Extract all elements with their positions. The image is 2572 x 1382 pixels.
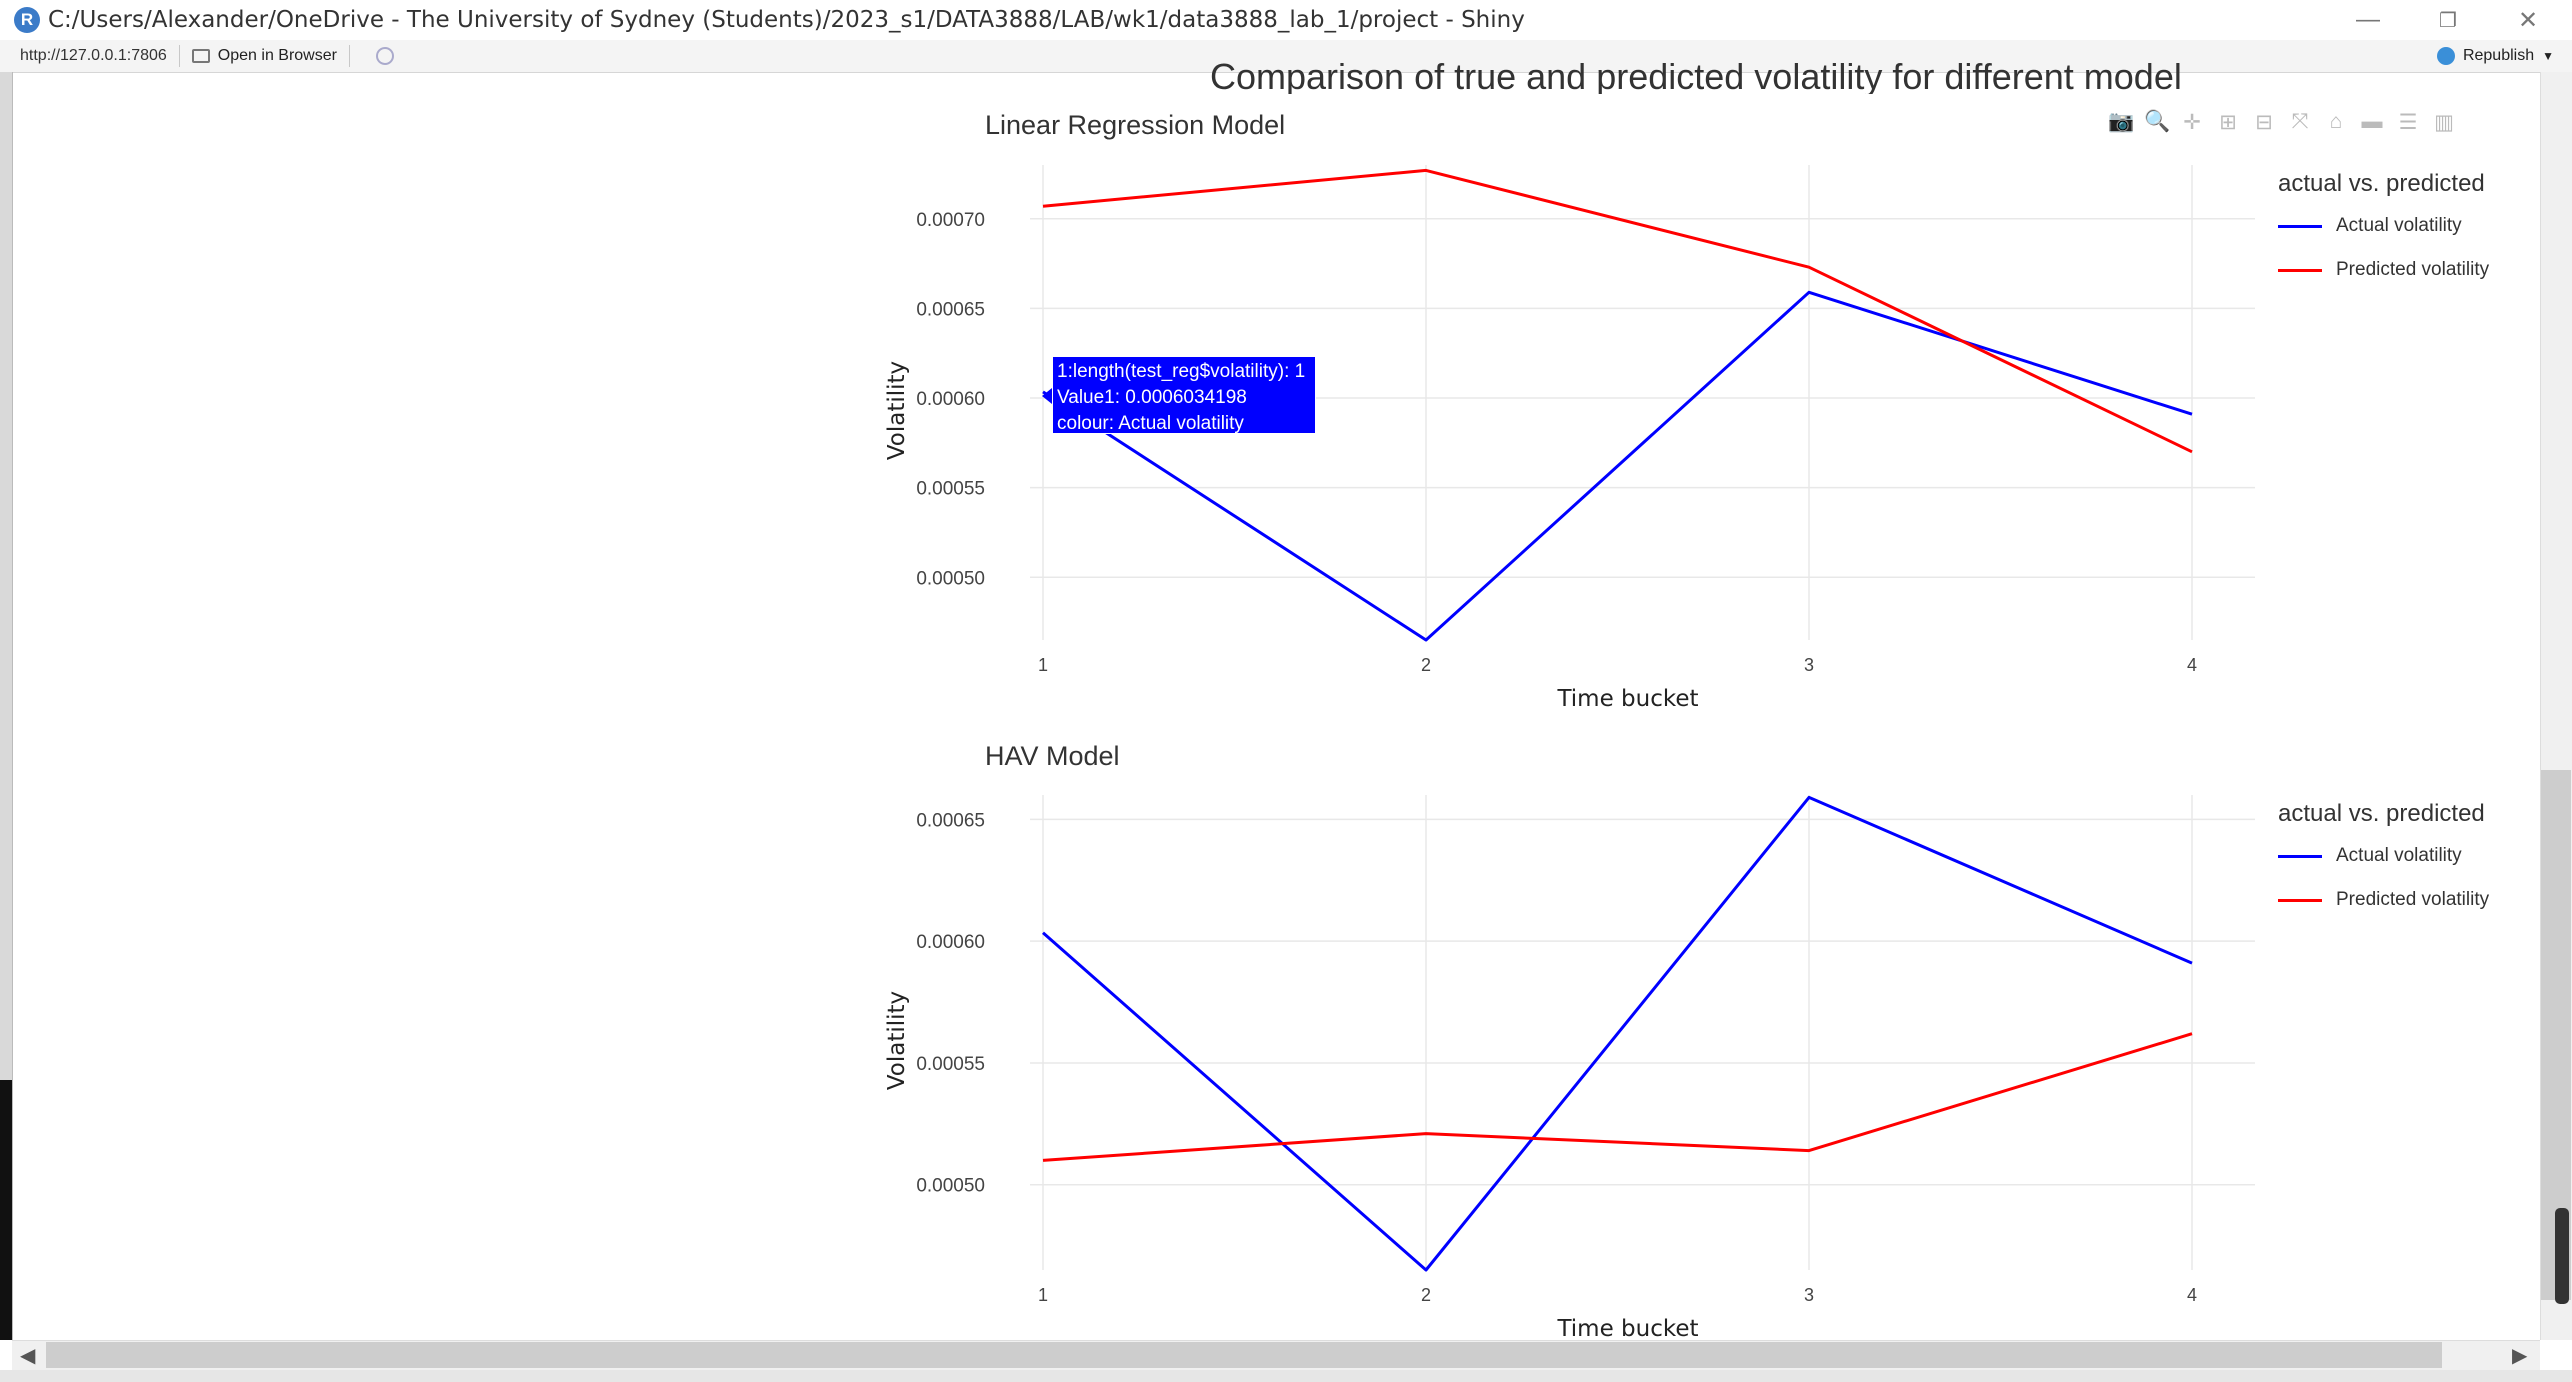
open-in-browser-label: Open in Browser — [217, 47, 337, 64]
horizontal-scrollbar-thumb[interactable] — [46, 1342, 2442, 1368]
url-text[interactable]: http://127.0.0.1:7806 — [20, 47, 167, 64]
address-bar: http://127.0.0.1:7806 Open in Browser Re… — [0, 40, 2572, 73]
minimize-button[interactable]: — — [2356, 6, 2380, 33]
r-app-icon: R — [14, 7, 40, 33]
left-panel-dark — [0, 1080, 12, 1340]
legend-title: actual vs. predicted — [2278, 170, 2485, 197]
separator — [178, 45, 180, 67]
charts-canvas[interactable]: 0.00050 0.00055 0.00060 0.00065 0.00070 1 2 3 4 T… — [0, 0, 2540, 1340]
y-tick-label: 0.00060 — [916, 932, 985, 953]
legend-label: Actual volatility — [2336, 845, 2462, 866]
y-tick-label: 0.00050 — [916, 1176, 985, 1197]
restore-button[interactable]: ❐ — [2439, 9, 2457, 32]
compare-data-icon[interactable]: ☰ — [2398, 111, 2418, 134]
camera-icon[interactable]: 📷 — [2108, 110, 2135, 133]
republish-label: Republish — [2462, 47, 2535, 64]
tooltip-arrow — [1042, 388, 1052, 404]
window-titlebar: R C:/Users/Alexander/OneDrive - The Univ… — [0, 0, 2572, 40]
left-panel-edge — [0, 72, 13, 1340]
x-tick-label: 2 — [1421, 1285, 1431, 1305]
legend-label: Predicted volatility — [2336, 259, 2490, 280]
x-axis-label: Time bucket — [1556, 686, 1698, 712]
chevron-down-icon[interactable]: ▼ — [2542, 49, 2554, 63]
legend-item-predicted[interactable]: Predicted volatility — [2278, 248, 2489, 292]
legend-swatch-predicted — [2278, 268, 2322, 272]
legend-item-actual[interactable]: Actual volatility — [2278, 834, 2489, 878]
tooltip-line: colour: Actual volatility — [1057, 413, 1244, 434]
chart1-title: Linear Regression Model — [985, 110, 1286, 140]
legend-title: actual vs. predicted — [2278, 800, 2485, 827]
y-tick-label: 0.00065 — [916, 810, 985, 831]
y-tick-label: 0.00070 — [916, 210, 985, 231]
zoom-icon[interactable]: 🔍 — [2144, 110, 2171, 133]
x-tick-label: 3 — [1804, 655, 1814, 675]
x-tick-label: 1 — [1038, 655, 1048, 675]
y-axis-label: Volatility — [884, 991, 910, 1090]
chart2-legend: actual vs. predicted Actual volatility P… — [2278, 800, 2489, 922]
x-tick-label: 2 — [1421, 655, 1431, 675]
refresh-icon[interactable] — [375, 47, 394, 65]
scroll-right-arrow-icon[interactable]: ▶ — [2512, 1345, 2528, 1367]
zoom-in-icon[interactable]: ⊞ — [2219, 111, 2237, 134]
x-tick-label: 4 — [2187, 1285, 2197, 1305]
open-in-browser-button[interactable]: Open in Browser — [191, 47, 337, 65]
pan-icon[interactable]: ✛ — [2183, 111, 2201, 134]
scroll-left-arrow-icon[interactable]: ◀ — [20, 1345, 36, 1367]
legend-item-actual[interactable]: Actual volatility — [2278, 204, 2489, 248]
meter-widget — [2555, 1208, 2569, 1304]
close-button[interactable]: ✕ — [2517, 6, 2539, 34]
series-line-actual[interactable] — [1042, 290, 2193, 642]
x-axis-label: Time bucket — [1556, 1316, 1698, 1340]
y-tick-label: 0.00055 — [916, 479, 985, 500]
plotly-modebar: 📷 🔍 ✛ ⊞ ⊟ ⤧ ⌂ ▬ ☰ ▥ — [2108, 110, 2456, 135]
spike-lines-icon[interactable]: ▬ — [2361, 110, 2383, 133]
y-axis-label: Volatility — [884, 361, 910, 460]
legend-swatch-predicted — [2278, 898, 2322, 902]
plot-main-title: Comparison of true and predicted volatil… — [1210, 56, 2182, 94]
series-line-actual[interactable] — [1042, 795, 2193, 1272]
legend-item-predicted[interactable]: Predicted volatility — [2278, 878, 2489, 922]
y-tick-label: 0.00065 — [916, 299, 985, 320]
legend-label: Predicted volatility — [2336, 889, 2490, 910]
hover-tooltip: 1:length(test_reg$volatility): 1 Value1:… — [1052, 356, 1316, 434]
zoom-out-icon[interactable]: ⊟ — [2255, 111, 2273, 134]
reset-axes-icon[interactable]: ⌂ — [2329, 110, 2343, 133]
publish-icon — [2436, 47, 2455, 65]
chart2-title: HAV Model — [985, 741, 1120, 771]
y-tick-label: 0.00060 — [916, 389, 985, 410]
republish-button[interactable]: Republish ▼ — [2436, 40, 2554, 72]
y-tick-label: 0.00055 — [916, 1054, 985, 1075]
x-tick-label: 1 — [1038, 1285, 1048, 1305]
window-title: C:/Users/Alexander/OneDrive - The Univer… — [48, 7, 1525, 33]
x-tick-label: 3 — [1804, 1285, 1814, 1305]
bottom-edge — [0, 1370, 2572, 1382]
tooltip-line: 1:length(test_reg$volatility): 1 — [1057, 361, 1306, 382]
autoscale-icon[interactable]: ⤧ — [2291, 110, 2309, 133]
browser-window-icon — [191, 49, 210, 63]
tooltip-line: Value1: 0.0006034198 — [1057, 387, 1247, 408]
x-tick-label: 4 — [2187, 655, 2197, 675]
series-line-predicted[interactable] — [1042, 168, 2193, 454]
plotly-logo-icon[interactable]: ▥ — [2434, 111, 2454, 134]
legend-swatch-actual — [2278, 224, 2322, 228]
chart1-legend: actual vs. predicted Actual volatility P… — [2278, 170, 2489, 292]
separator — [348, 45, 350, 67]
y-tick-label: 0.00050 — [916, 568, 985, 589]
series-line-predicted[interactable] — [1042, 1032, 2193, 1162]
legend-swatch-actual — [2278, 854, 2322, 858]
legend-label: Actual volatility — [2336, 215, 2462, 236]
